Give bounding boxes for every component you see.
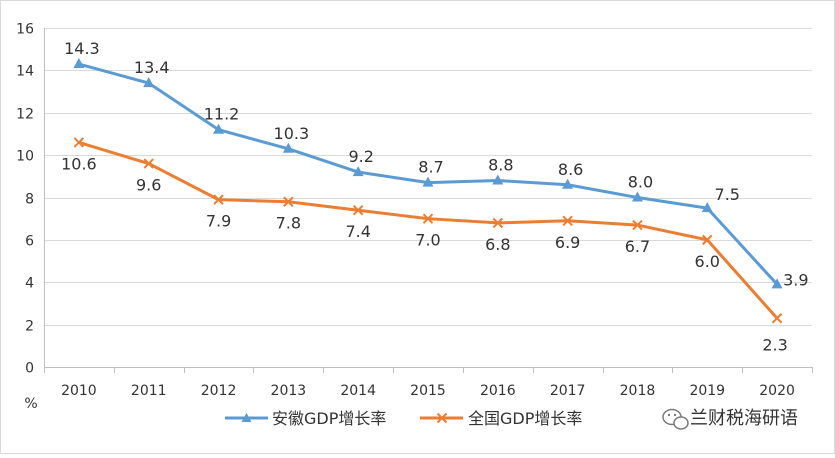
data-point-triangle bbox=[562, 178, 574, 189]
data-label: 9.6 bbox=[136, 176, 161, 195]
y-tick-label: 16 bbox=[16, 22, 34, 38]
data-label: 10.6 bbox=[61, 154, 97, 173]
data-label: 9.2 bbox=[348, 147, 373, 166]
legend-item-series-1: 安徽GDP增长率 bbox=[225, 409, 386, 428]
data-point-triangle bbox=[73, 58, 85, 69]
data-label: 8.8 bbox=[488, 156, 513, 175]
x-tick-label: 2015 bbox=[410, 383, 446, 399]
data-point-x bbox=[213, 194, 224, 205]
data-label: 8.0 bbox=[628, 173, 653, 192]
x-tick-label: 2016 bbox=[480, 383, 516, 399]
legend-label-series-1: 安徽GDP增长率 bbox=[272, 409, 386, 428]
data-label: 7.8 bbox=[276, 214, 301, 233]
data-label: 3.9 bbox=[783, 270, 808, 289]
data-point-x bbox=[702, 234, 713, 246]
data-point-triangle bbox=[213, 123, 225, 134]
data-point-triangle bbox=[631, 191, 643, 202]
data-label: 8.6 bbox=[558, 160, 583, 179]
y-tick-label: 4 bbox=[25, 276, 34, 292]
data-point-x bbox=[352, 205, 364, 216]
data-point-triangle bbox=[352, 166, 364, 177]
gridlines bbox=[44, 28, 812, 326]
data-label: 7.0 bbox=[415, 231, 440, 250]
data-point-triangle bbox=[282, 142, 294, 153]
x-tick-label: 2019 bbox=[689, 383, 725, 399]
data-point-x bbox=[422, 213, 434, 224]
legend-item-series-2: 全国GDP增长率 bbox=[420, 409, 582, 428]
y-tick-label: 10 bbox=[16, 149, 34, 165]
data-label: 6.7 bbox=[625, 237, 650, 256]
y-tick-label: 2 bbox=[25, 319, 34, 335]
data-label: 7.5 bbox=[715, 185, 740, 204]
data-point-x bbox=[492, 217, 504, 229]
data-label: 6.9 bbox=[555, 233, 580, 252]
x-tick-label: 2012 bbox=[201, 383, 237, 399]
watermark: 兰财税海研语 bbox=[662, 408, 798, 430]
data-point-x bbox=[771, 313, 783, 324]
legend-label-series-2: 全国GDP增长率 bbox=[468, 409, 582, 428]
data-point-x bbox=[283, 196, 294, 207]
data-point-x bbox=[562, 215, 573, 227]
data-label: 2.3 bbox=[762, 335, 787, 354]
series-lines bbox=[73, 58, 783, 324]
data-point-triangle bbox=[422, 176, 434, 187]
watermark-text: 兰财税海研语 bbox=[690, 408, 798, 429]
data-point-x bbox=[73, 137, 85, 148]
x-tick-label: 2013 bbox=[271, 383, 307, 399]
data-label: 8.7 bbox=[418, 158, 443, 177]
x-tick-label: 2011 bbox=[131, 383, 167, 399]
y-tick-label: 12 bbox=[16, 107, 34, 123]
data-label: 13.4 bbox=[134, 58, 170, 77]
data-label: 6.8 bbox=[485, 235, 510, 254]
data-label: 11.2 bbox=[204, 105, 240, 124]
data-point-triangle bbox=[492, 174, 504, 185]
legend-marker-x bbox=[436, 412, 448, 424]
data-point-triangle bbox=[771, 278, 783, 289]
data-label: 10.3 bbox=[274, 124, 310, 143]
data-label: 14.3 bbox=[64, 39, 100, 58]
y-tick-label: 6 bbox=[25, 234, 34, 250]
axes: 0 2 4 6 8 10 12 14 16 2010 2011 2012 2013 2014 2015 201… bbox=[16, 22, 813, 399]
x-tick-label: 2014 bbox=[340, 383, 376, 399]
x-tick-label: 2017 bbox=[550, 383, 586, 399]
legend: 安徽GDP增长率 全国GDP增长率 bbox=[225, 409, 582, 428]
data-point-triangle bbox=[701, 202, 713, 213]
data-label: 7.4 bbox=[345, 222, 370, 241]
y-unit-label: % bbox=[24, 396, 37, 412]
data-label: 7.9 bbox=[206, 212, 231, 231]
x-tick-label: 2020 bbox=[759, 383, 795, 399]
x-tick-label: 2018 bbox=[620, 383, 656, 399]
y-tick-label: 0 bbox=[25, 361, 34, 377]
y-tick-label: 14 bbox=[16, 64, 34, 80]
data-point-x bbox=[632, 219, 643, 231]
wechat-icon bbox=[662, 408, 689, 430]
data-label: 6.0 bbox=[695, 252, 720, 271]
x-tick-label: 2010 bbox=[61, 383, 97, 399]
data-point-x bbox=[143, 158, 154, 169]
legend-marker-triangle bbox=[241, 413, 252, 422]
data-labels: 14.3 13.4 11.2 10.3 9.2 8.7 8.8 8.6 8.0 7.5 3.9 10.… bbox=[61, 39, 808, 354]
data-point-triangle bbox=[143, 77, 155, 88]
y-tick-label: 8 bbox=[25, 192, 34, 208]
